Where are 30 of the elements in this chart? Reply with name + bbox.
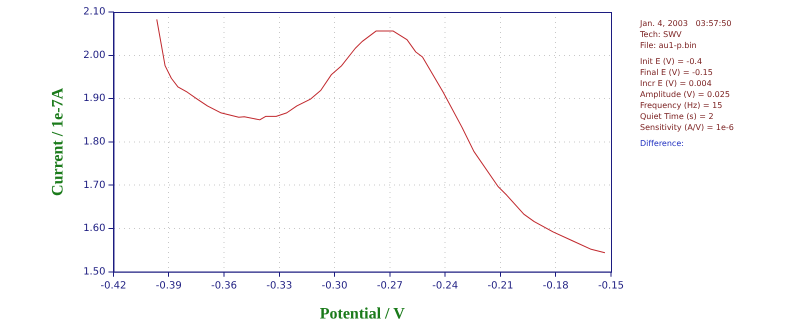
text: Final E (V) = -0.15 [640,67,714,78]
y-tick-label: 2.00 [83,50,106,61]
x-tick-label: -0.36 [211,280,237,292]
text: Amplitude (V) = 0.025 [640,89,731,100]
y-tick-label: 1.90 [83,93,106,104]
y-tick-label: 2.10 [83,6,106,18]
text: Incr E (V) = 0.004 [640,78,713,89]
text: Init E (V) = -0.4 [640,56,704,67]
x-tick-label: -0.30 [322,280,348,292]
x-tick-label: -0.39 [156,280,182,292]
text: File: au1-p.bin [640,40,698,51]
y-axis-title: Current / 1e-7A [50,87,67,196]
y-tick-label: 1.50 [83,266,106,278]
text: Frequency (Hz) = 15 [640,100,724,111]
x-tick-label: -0.24 [432,280,458,292]
x-tick-label: -0.33 [266,280,292,292]
x-axis-title: Potential / V [320,306,406,323]
y-tick-label: 1.70 [83,180,106,191]
y-tick-label: 1.60 [83,223,106,234]
text: Sensitivity (A/V) = 1e-6 [640,122,734,133]
y-tick-label: 1.80 [83,136,106,148]
x-tick-label: -0.21 [488,280,514,292]
text: Difference: [640,138,685,149]
x-tick-label: -0.18 [542,280,569,292]
text: Quiet Time (s) = 2 [640,111,715,122]
x-tick-label: -0.27 [376,280,403,292]
text: Jan. 4, 2003 03:57:50 [640,18,733,29]
text: Tech: SWV [640,29,683,40]
x-tick-label: -0.42 [100,280,126,292]
x-tick-label: -0.15 [598,280,624,292]
